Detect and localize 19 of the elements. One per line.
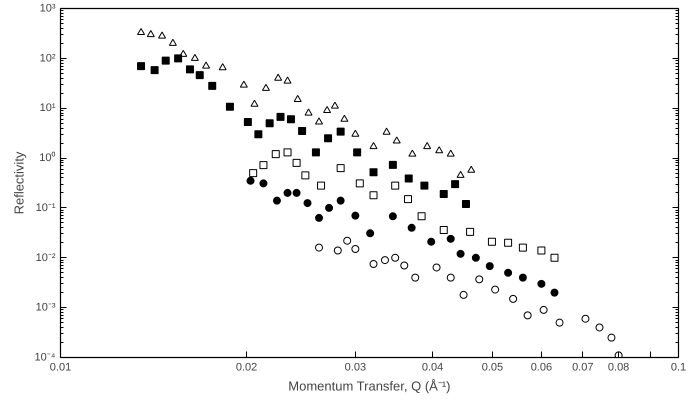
y-tick-label: 10¹ — [40, 102, 56, 114]
x-tick-label: 0.05 — [482, 362, 504, 374]
x-tick-label: 0.04 — [422, 362, 444, 374]
y-tick-label: 10⁻³ — [36, 302, 56, 314]
y-tick-label: 10⁰ — [39, 151, 56, 164]
x-tick-label: 0.02 — [236, 362, 258, 374]
y-tick-label: 10⁻² — [36, 252, 56, 264]
y-axis-title: Reflectivity — [12, 151, 27, 214]
x-axis-title: Momentum Transfer, Q (Å⁻¹) — [288, 378, 450, 394]
x-tick-label: 0.06 — [530, 362, 552, 374]
x-tick-label: 0.08 — [608, 362, 630, 374]
x-tick-label: 0.1 — [670, 362, 686, 374]
x-tick-label: 0.07 — [572, 362, 594, 374]
x-tick-label: 0.01 — [50, 362, 72, 374]
y-tick-label: 10² — [40, 52, 56, 64]
y-tick-label: 10⁻⁴ — [34, 352, 56, 364]
x-tick-label: 0.03 — [344, 362, 366, 374]
y-tick-label: 10⁻¹ — [36, 202, 56, 214]
y-tick-label: 10³ — [40, 2, 56, 14]
